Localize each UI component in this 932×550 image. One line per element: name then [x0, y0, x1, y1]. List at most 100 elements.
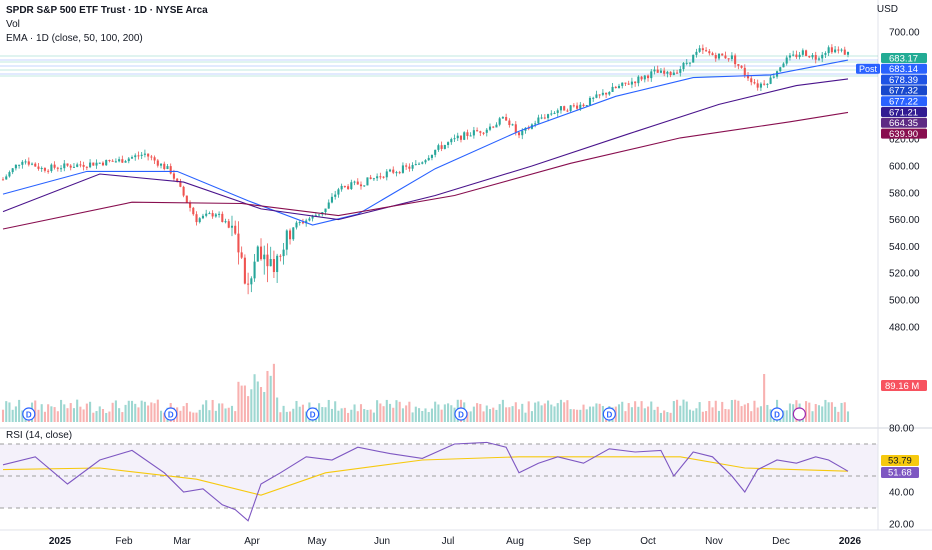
candle-body	[730, 55, 733, 59]
volume-bar	[530, 411, 533, 422]
volume-bar	[450, 405, 453, 422]
volume-bar	[514, 402, 517, 422]
candle-body	[582, 104, 585, 107]
volume-bar	[137, 407, 140, 422]
volume-bar	[650, 401, 653, 422]
candle-body	[605, 92, 608, 95]
candle-body	[153, 157, 156, 161]
candle-body	[50, 164, 53, 172]
volume-bar	[205, 400, 208, 422]
candle-body	[366, 177, 369, 186]
candle-body	[18, 164, 21, 166]
candle-body	[469, 135, 472, 137]
volume-bar	[669, 412, 672, 422]
volume-bar	[666, 412, 669, 422]
candle-body	[243, 257, 246, 284]
dividend-marker[interactable]	[164, 407, 178, 421]
volume-bar	[347, 412, 350, 422]
price-tick-label: 620.00	[889, 135, 920, 146]
dividend-marker[interactable]	[22, 407, 36, 421]
price-badge-value: 671.21	[889, 107, 918, 118]
rsi-tick-label: 20.00	[889, 520, 914, 531]
candle-body	[379, 176, 382, 178]
dividend-marker[interactable]	[602, 407, 616, 421]
candle-body	[598, 94, 601, 96]
volume-bar	[111, 402, 114, 422]
chart-legend: SPDR S&P 500 ETF Trust · 1D · NYSE Arca …	[6, 4, 208, 46]
candle-body	[763, 83, 766, 85]
candle-body	[301, 222, 304, 224]
dividend-marker[interactable]	[306, 407, 320, 421]
candle-body	[592, 97, 595, 99]
volume-bar	[469, 411, 472, 422]
volume-bar	[382, 406, 385, 422]
volume-bar	[324, 407, 327, 422]
candle-body	[372, 178, 375, 180]
rsi-line	[2, 441, 849, 522]
candle-body	[414, 164, 417, 166]
price-badge	[881, 74, 927, 85]
candle-body	[656, 69, 659, 73]
candle-body	[663, 70, 666, 74]
candle-body	[737, 64, 740, 66]
volume-bar	[327, 399, 330, 422]
volume-bar	[766, 404, 769, 422]
dividend-marker-label: D	[458, 411, 464, 420]
volume-bar	[253, 374, 256, 422]
time-tick-label: Dec	[772, 536, 790, 547]
dividend-marker[interactable]	[454, 407, 468, 421]
volume-bar	[266, 370, 269, 422]
candle-body	[743, 67, 746, 76]
candle-body	[779, 67, 782, 72]
volume-bar	[843, 402, 846, 422]
dividend-marker[interactable]	[770, 407, 784, 421]
candle-body	[427, 157, 430, 161]
rsi-legend[interactable]: RSI (14, close)	[6, 430, 73, 441]
price-tick-label: 600.00	[889, 162, 920, 173]
volume-bar	[79, 406, 82, 422]
price-badge	[881, 96, 927, 107]
volume-bar	[576, 409, 579, 422]
volume-bar	[263, 391, 266, 422]
candle-body	[205, 213, 208, 216]
candle-body	[740, 65, 743, 68]
volume-bar	[840, 402, 843, 422]
candle-body	[676, 72, 679, 74]
volume-bar	[663, 410, 666, 422]
volume-bar	[488, 409, 492, 422]
price-tick-label: 700.00	[889, 28, 920, 39]
candle-body	[363, 185, 366, 187]
candle-body	[1, 179, 5, 181]
candle-body	[443, 145, 446, 149]
volume-bar	[408, 401, 411, 422]
candle-body	[382, 176, 385, 178]
candle-body	[534, 123, 537, 125]
ema-legend[interactable]: EMA · 1D (close, 50, 100, 200)	[6, 33, 143, 44]
volume-bar	[243, 385, 246, 422]
candle-body	[89, 162, 92, 168]
candle-body	[195, 214, 198, 223]
candle-body	[782, 63, 785, 68]
candle-body	[27, 161, 30, 165]
candle-body	[343, 185, 346, 187]
candle-body	[53, 164, 56, 168]
candle-body	[650, 71, 653, 79]
post-market-tag-label: Post	[859, 64, 878, 74]
volume-bar	[734, 399, 737, 422]
candle-body	[101, 162, 105, 166]
candle-body	[63, 163, 66, 169]
candle-body	[30, 163, 34, 165]
volume-bar	[89, 401, 92, 422]
currency-label[interactable]: USD	[876, 4, 898, 15]
ema-100-line	[2, 78, 849, 221]
volume-legend[interactable]: Vol	[6, 19, 20, 30]
candle-body	[553, 112, 556, 114]
volume-bar	[343, 407, 346, 422]
symbol-title[interactable]: SPDR S&P 500 ETF Trust · 1D · NYSE Arca	[6, 5, 208, 16]
earnings-flash-icon[interactable]	[792, 407, 806, 421]
price-badge-value: 664.35	[889, 118, 918, 129]
candle-body	[630, 81, 633, 85]
candle-body	[846, 51, 850, 55]
